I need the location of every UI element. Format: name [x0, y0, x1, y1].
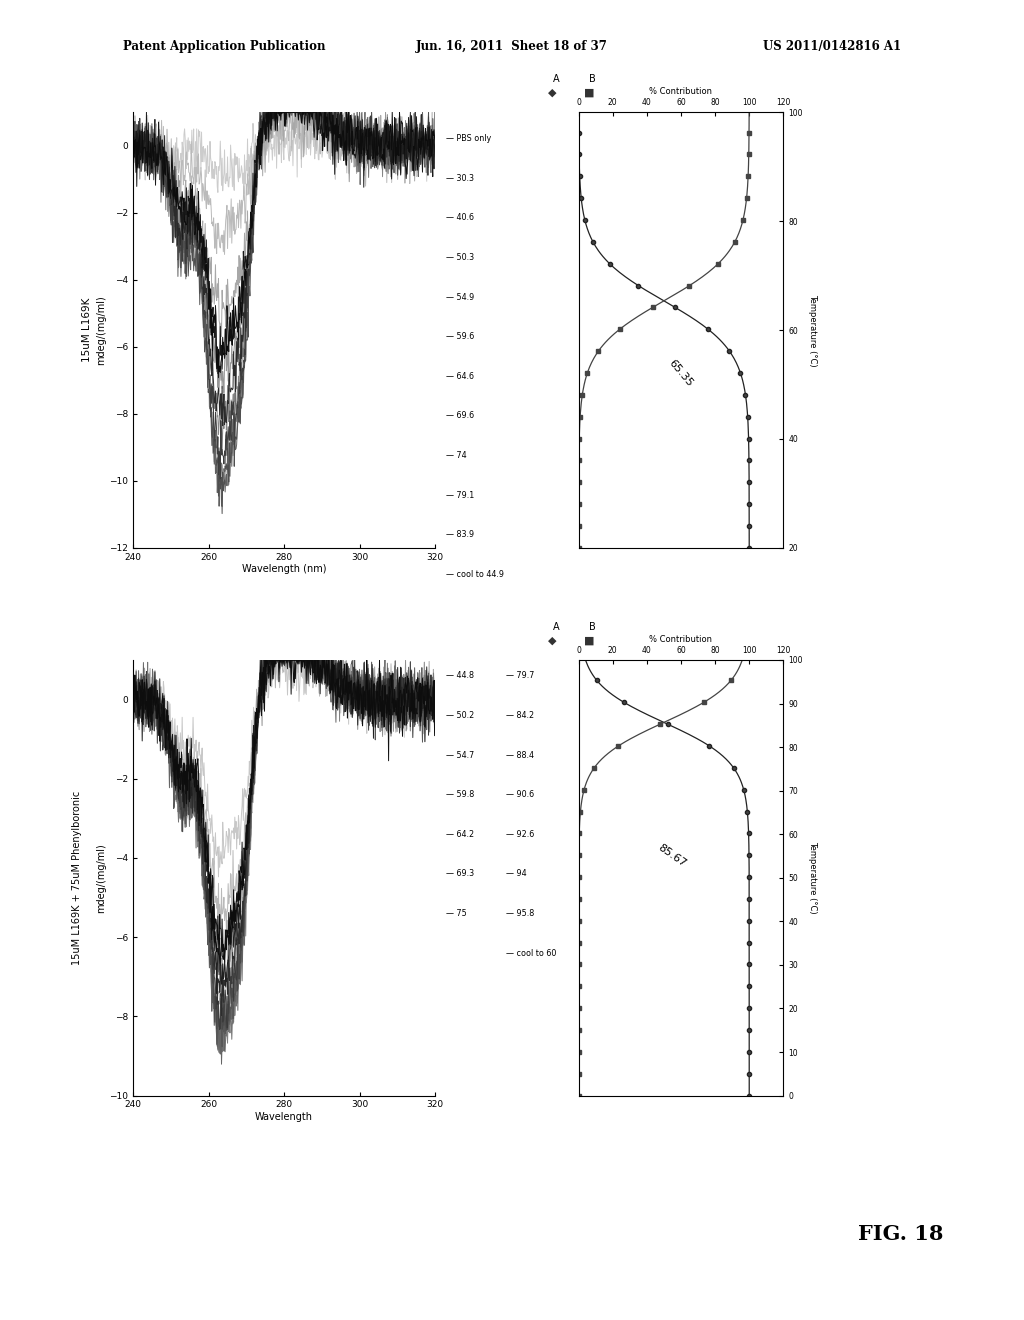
Text: — PBS only: — PBS only: [446, 135, 492, 143]
Text: B: B: [589, 74, 596, 84]
X-axis label: Wavelength: Wavelength: [255, 1113, 313, 1122]
Text: — 69.6: — 69.6: [446, 412, 474, 420]
Text: — 50.3: — 50.3: [446, 253, 474, 261]
Text: — cool to 60: — cool to 60: [506, 949, 556, 957]
X-axis label: % Contribution: % Contribution: [649, 87, 713, 96]
Text: Jun. 16, 2011  Sheet 18 of 37: Jun. 16, 2011 Sheet 18 of 37: [416, 40, 608, 53]
Text: 15uM L169K + 75uM Phenylboronic: 15uM L169K + 75uM Phenylboronic: [72, 791, 82, 965]
Text: 85.67: 85.67: [656, 842, 688, 870]
Text: 15uM L169K: 15uM L169K: [82, 298, 92, 362]
Text: — cool to 44.9: — cool to 44.9: [446, 570, 505, 578]
Text: — 54.9: — 54.9: [446, 293, 475, 301]
Text: — 79.1: — 79.1: [446, 491, 475, 499]
X-axis label: % Contribution: % Contribution: [649, 635, 713, 644]
Text: — 59.6: — 59.6: [446, 333, 475, 341]
Text: ◆: ◆: [548, 635, 556, 645]
Text: — 92.6: — 92.6: [506, 830, 535, 838]
Text: — 74: — 74: [446, 451, 467, 459]
Text: — 88.4: — 88.4: [506, 751, 534, 759]
Y-axis label: mdeg/(mg/ml): mdeg/(mg/ml): [96, 843, 106, 912]
Text: ◆: ◆: [548, 87, 556, 98]
Text: A: A: [553, 622, 559, 632]
Text: — 30.3: — 30.3: [446, 174, 474, 182]
Text: FIG. 18: FIG. 18: [858, 1224, 944, 1245]
Text: — 79.7: — 79.7: [506, 672, 535, 680]
Text: — 69.3: — 69.3: [446, 870, 474, 878]
Text: — 44.8: — 44.8: [446, 672, 474, 680]
Text: — 50.2: — 50.2: [446, 711, 475, 719]
Text: A: A: [553, 74, 559, 84]
Text: — 64.6: — 64.6: [446, 372, 474, 380]
Text: — 54.7: — 54.7: [446, 751, 475, 759]
Text: — 40.6: — 40.6: [446, 214, 474, 222]
Text: — 83.9: — 83.9: [446, 531, 474, 539]
Text: US 2011/0142816 A1: US 2011/0142816 A1: [763, 40, 901, 53]
Text: — 95.8: — 95.8: [506, 909, 535, 917]
Text: — 84.2: — 84.2: [506, 711, 534, 719]
X-axis label: Wavelength (nm): Wavelength (nm): [242, 565, 327, 574]
Y-axis label: Temperature (°C): Temperature (°C): [808, 293, 817, 367]
Text: — 90.6: — 90.6: [506, 791, 534, 799]
Text: — 94: — 94: [506, 870, 526, 878]
Text: — 59.8: — 59.8: [446, 791, 475, 799]
Text: — 64.2: — 64.2: [446, 830, 474, 838]
Text: 65.35: 65.35: [667, 358, 695, 389]
Y-axis label: mdeg/(mg/ml): mdeg/(mg/ml): [96, 296, 106, 364]
Text: ■: ■: [584, 635, 594, 645]
Text: — 75: — 75: [446, 909, 467, 917]
Y-axis label: Temperature (°C): Temperature (°C): [808, 841, 817, 915]
Text: ■: ■: [584, 87, 594, 98]
Text: Patent Application Publication: Patent Application Publication: [123, 40, 326, 53]
Text: B: B: [589, 622, 596, 632]
